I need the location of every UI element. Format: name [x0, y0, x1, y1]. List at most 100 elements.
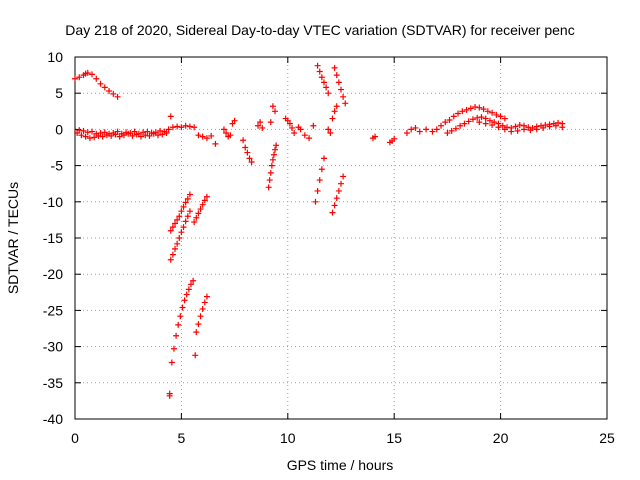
data-point [246, 155, 253, 162]
data-point [267, 119, 274, 126]
data-point [255, 122, 262, 129]
series-afternoon [369, 124, 430, 146]
data-point [482, 115, 489, 122]
data-point [231, 117, 238, 124]
data-point [170, 345, 177, 352]
data-point [197, 206, 204, 213]
data-point [169, 124, 176, 131]
data-point [182, 122, 189, 129]
data-point [320, 155, 327, 162]
x-tick-labels: 0 5 10 15 20 25 [71, 430, 615, 446]
y-tick-label: -20 [43, 266, 63, 282]
data-point [265, 184, 272, 191]
data-point [242, 144, 249, 151]
data-point [442, 119, 449, 126]
data-point [248, 158, 255, 165]
data-point [93, 130, 100, 137]
x-axis-title: GPS time / hours [287, 457, 394, 473]
data-point [512, 123, 519, 130]
data-point [184, 195, 191, 202]
data-point [72, 75, 78, 82]
data-point [101, 129, 108, 136]
data-point [91, 134, 98, 141]
data-point [201, 299, 208, 306]
series-morning-flat [165, 122, 219, 147]
data-point [80, 127, 87, 134]
data-point [76, 74, 83, 81]
data-point [181, 297, 188, 304]
data-point [446, 116, 453, 123]
y-axis-title: SDTVAR / TECUs [5, 182, 21, 294]
data-point [152, 129, 159, 136]
data-point [540, 124, 547, 131]
data-point [329, 209, 336, 216]
data-point [489, 109, 496, 116]
data-point [289, 124, 296, 131]
data-point [148, 130, 155, 137]
y-tick-label: 5 [55, 85, 63, 101]
data-point [320, 79, 327, 86]
data-point [312, 198, 319, 205]
data-point [178, 229, 185, 236]
data-point [165, 126, 172, 133]
chart-title: Day 218 of 2020, Sidereal Day-to-day VTE… [65, 22, 574, 38]
data-point [331, 202, 338, 209]
data-point [327, 130, 334, 137]
data-point [412, 124, 419, 131]
data-point [173, 332, 180, 339]
data-point [131, 128, 138, 135]
data-point [178, 124, 185, 131]
data-point [457, 122, 464, 129]
x-tick-label: 20 [493, 430, 509, 446]
data-point [123, 129, 130, 136]
data-point [325, 126, 332, 133]
series-baseline-b [76, 127, 168, 137]
series-col-9 [265, 103, 280, 191]
data-point [423, 126, 430, 133]
data-point [101, 84, 108, 91]
data-point [203, 193, 210, 200]
series-drop-lower-1 [168, 277, 197, 366]
data-point [514, 127, 521, 134]
plot-frame [74, 56, 608, 420]
data-point [179, 304, 186, 311]
data-point [323, 84, 330, 91]
data-point [335, 187, 342, 194]
data-point [476, 104, 483, 111]
data-point [465, 118, 472, 125]
data-point [508, 128, 515, 135]
data-point [533, 126, 540, 133]
y-tick-label: -35 [43, 375, 63, 391]
data-point [195, 321, 202, 328]
data-point [166, 390, 173, 397]
data-point [89, 71, 96, 78]
data-point [186, 208, 193, 215]
data-point [335, 79, 342, 86]
data-point [467, 105, 474, 112]
data-point [114, 93, 121, 100]
data-point [82, 133, 89, 140]
data-point [180, 203, 187, 210]
data-point [497, 113, 504, 120]
data-point [310, 122, 317, 129]
data-point [340, 93, 347, 100]
data-point [314, 62, 321, 69]
data-point [201, 197, 208, 204]
data-point [97, 80, 104, 87]
data-point [476, 119, 483, 126]
data-point [84, 129, 91, 136]
data-point [212, 140, 219, 147]
data-point [110, 130, 117, 137]
data-point [259, 124, 266, 131]
series-outliers [166, 113, 199, 399]
data-point [167, 227, 174, 234]
data-point [286, 120, 293, 127]
data-point [474, 114, 481, 121]
y-tick-labels: -40 -35 -30 -25 -20 -15 -10 -5 0 5 10 [43, 49, 63, 427]
data-point [338, 86, 344, 93]
data-point [176, 213, 183, 220]
x-tick-label: 15 [386, 430, 402, 446]
data-point [220, 126, 227, 133]
data-point [495, 124, 502, 131]
